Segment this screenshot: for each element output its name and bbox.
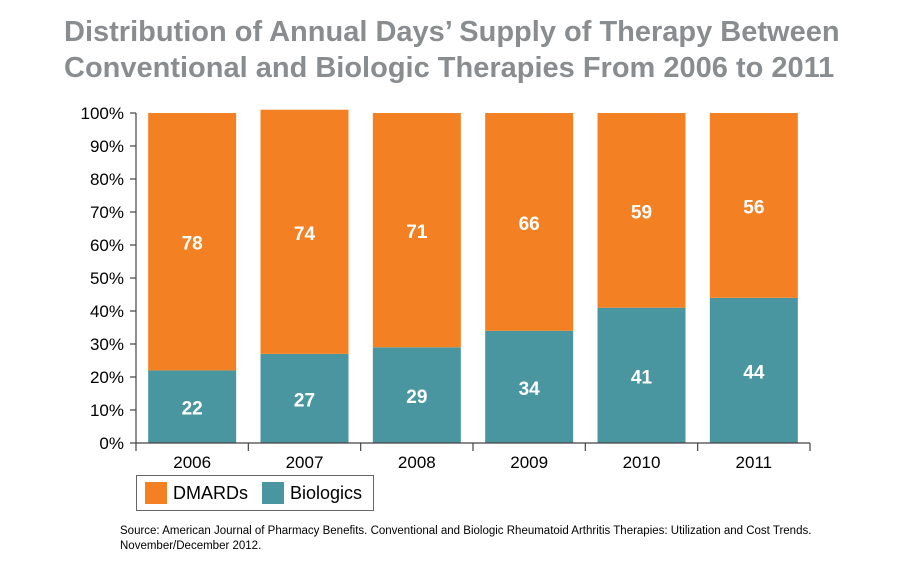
legend-item-biologics: Biologics — [262, 482, 362, 504]
x-tick-label-2010: 2010 — [623, 453, 661, 472]
x-tick-label-2006: 2006 — [173, 453, 211, 472]
source-note: Source: American Journal of Pharmacy Ben… — [120, 524, 880, 554]
data-label-dmards-2010: 59 — [631, 202, 652, 223]
x-tick-label-2008: 2008 — [398, 453, 436, 472]
y-tick-label: 50% — [90, 269, 124, 288]
legend-swatch-biologics — [262, 482, 284, 504]
data-label-biologics-2007: 27 — [294, 390, 315, 411]
legend-label-biologics: Biologics — [290, 482, 363, 503]
x-tick-label-2011: 2011 — [736, 453, 773, 472]
chart-title-line-2: Conventional and Biologic Therapies From… — [64, 52, 835, 84]
y-tick-label: 10% — [90, 401, 124, 420]
data-label-biologics-2011: 44 — [743, 362, 765, 383]
source-line-2: November/December 2012. — [120, 540, 262, 552]
y-tick-label: 100% — [81, 104, 124, 123]
y-tick-label: 20% — [90, 368, 124, 387]
data-label-dmards-2006: 78 — [182, 234, 203, 255]
y-tick-label: 90% — [90, 137, 124, 156]
data-label-dmards-2007: 74 — [294, 224, 316, 245]
bar-biologics-2008 — [372, 347, 461, 443]
bar-biologics-2010 — [597, 307, 686, 443]
bar-dmards-2010 — [597, 113, 686, 308]
legend-label-dmards: DMARDs — [173, 482, 248, 503]
chart-title-line-1: Distribution of Annual Days’ Supply of T… — [64, 16, 840, 48]
y-tick-label: 70% — [90, 203, 124, 222]
x-tick-label-2007: 2007 — [286, 453, 324, 472]
chart-title: Distribution of Annual Days’ Supply of T… — [64, 14, 864, 86]
bar-biologics-2009 — [485, 330, 574, 443]
bar-dmards-2006 — [148, 113, 237, 371]
y-tick-label: 40% — [90, 302, 124, 321]
y-tick-label: 0% — [99, 434, 124, 453]
source-line-1: Source: American Journal of Pharmacy Ben… — [120, 525, 812, 537]
chart-legend: DMARDs Biologics — [136, 475, 374, 511]
data-label-biologics-2009: 34 — [519, 379, 541, 400]
y-tick-label: 60% — [90, 236, 124, 255]
data-label-dmards-2008: 71 — [406, 222, 428, 243]
bar-dmards-2008 — [372, 113, 461, 348]
legend-item-dmards: DMARDs — [145, 482, 248, 504]
data-label-dmards-2011: 56 — [743, 197, 764, 218]
bar-biologics-2006 — [148, 370, 237, 443]
y-tick-label: 30% — [90, 335, 124, 354]
bar-dmards-2011 — [709, 113, 798, 298]
data-label-biologics-2006: 22 — [182, 399, 203, 420]
data-label-biologics-2008: 29 — [406, 387, 427, 408]
bar-dmards-2007 — [260, 109, 349, 354]
bar-biologics-2007 — [260, 353, 349, 443]
data-label-biologics-2010: 41 — [631, 367, 653, 388]
data-label-dmards-2009: 66 — [519, 214, 540, 235]
bar-dmards-2009 — [485, 113, 574, 331]
x-tick-label-2009: 2009 — [510, 453, 548, 472]
y-tick-label: 80% — [90, 170, 124, 189]
bar-biologics-2011 — [709, 297, 798, 443]
legend-swatch-dmards — [145, 482, 167, 504]
